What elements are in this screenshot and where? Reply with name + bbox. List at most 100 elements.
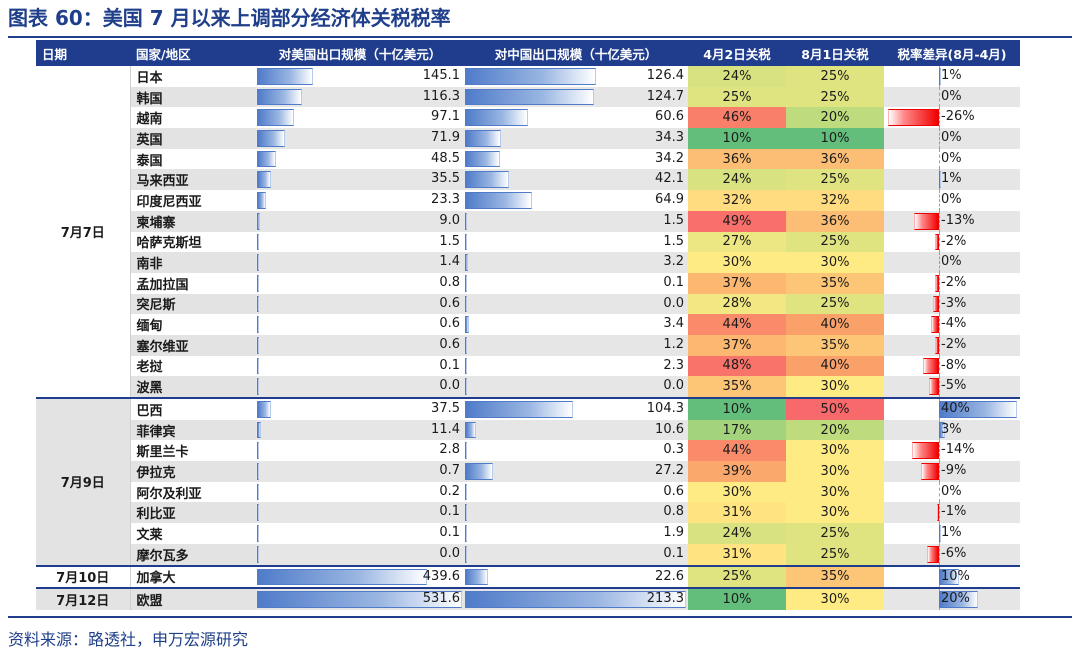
- cn-export-cell: 34.3: [464, 128, 688, 149]
- us-export-bar: [257, 316, 259, 333]
- diff-value: -4%: [941, 316, 967, 332]
- cn-export-cell: 42.1: [464, 169, 688, 191]
- date-cell: 7月10日: [36, 564, 131, 589]
- us-export-value: 37.5: [431, 401, 460, 416]
- tariff-diff-cell: 0%: [884, 252, 1020, 273]
- us-export-bar: [257, 254, 259, 271]
- diff-axis-line: [939, 252, 940, 273]
- us-export-value: 116.3: [422, 88, 460, 104]
- us-export-cell: 1.4: [256, 252, 464, 273]
- april-tariff-cell: 17%: [688, 419, 786, 441]
- tariff-diff-cell: -8%: [884, 355, 1020, 377]
- table-row: 哈萨克斯坦 1.5 1.5 27% 25% -2%: [36, 231, 1020, 253]
- us-export-cell: 0.6: [256, 314, 464, 335]
- tariff-diff-cell: 1%: [884, 523, 1020, 544]
- table-row: 韩国 116.3 124.7 25% 25% 0%: [36, 86, 1020, 108]
- cn-export-cell: 3.4: [464, 314, 688, 335]
- cn-export-cell: 0.1: [464, 543, 688, 566]
- tariff-diff-cell: 40%: [884, 397, 1020, 420]
- table-row: 越南 97.1 60.6 46% 20% -26%: [36, 107, 1020, 129]
- cn-export-bar: [465, 295, 467, 313]
- country-cell: 马来西亚: [130, 169, 256, 191]
- tariff-diff-cell: -4%: [884, 314, 1020, 335]
- april-tariff-cell: 25%: [688, 86, 786, 108]
- diff-value: 1%: [941, 525, 962, 541]
- tariff-diff-cell: 10%: [884, 564, 1020, 589]
- country-cell: 波黑: [130, 376, 256, 398]
- country-cell: 欧盟: [130, 587, 256, 610]
- tariff-diff-cell: 1%: [884, 169, 1020, 191]
- diff-negative-bar: [935, 336, 939, 354]
- diff-axis-line: [939, 543, 940, 565]
- us-export-value: 0.0: [439, 545, 460, 561]
- diff-axis-line: [939, 481, 940, 503]
- cn-export-cell: 0.0: [464, 293, 688, 315]
- april-tariff-cell: 10%: [688, 397, 786, 420]
- cn-export-bar: [465, 568, 489, 586]
- us-export-value: 2.8: [439, 442, 460, 458]
- tariff-diff-cell: 3%: [884, 419, 1020, 441]
- us-export-value: 0.1: [439, 504, 460, 520]
- diff-negative-bar: [921, 463, 939, 480]
- diff-negative-bar: [888, 109, 939, 127]
- august-tariff-cell: 25%: [786, 293, 884, 315]
- table-row: 菲律宾 11.4 10.6 17% 20% 3%: [36, 419, 1020, 441]
- diff-axis-line: [939, 293, 940, 315]
- us-export-value: 439.6: [422, 568, 460, 584]
- august-tariff-cell: 30%: [786, 461, 884, 482]
- april-tariff-cell: 46%: [688, 107, 786, 129]
- country-cell: 加拿大: [130, 564, 256, 589]
- table-row: 塞尔维亚 0.6 1.2 37% 35% -2%: [36, 334, 1020, 356]
- cn-export-bar: [465, 274, 467, 292]
- cn-export-bar: [465, 504, 467, 522]
- header-august-tariff: 8月1日关税: [786, 40, 884, 66]
- country-cell: 塞尔维亚: [130, 334, 256, 356]
- table-row: 马来西亚 35.5 42.1 24% 25% 1%: [36, 169, 1020, 191]
- us-export-cell: 0.2: [256, 481, 464, 503]
- us-export-bar: [257, 568, 427, 586]
- table-row: 伊拉克 0.7 27.2 39% 30% -9%: [36, 461, 1020, 482]
- august-tariff-cell: 10%: [786, 128, 884, 149]
- diff-value: 0%: [941, 483, 962, 499]
- april-tariff-cell: 37%: [688, 272, 786, 294]
- cn-export-cell: 0.8: [464, 502, 688, 524]
- diff-positive-bar: [939, 421, 945, 439]
- us-export-cell: 0.0: [256, 543, 464, 566]
- table-row: 孟加拉国 0.8 0.1 37% 35% -2%: [36, 272, 1020, 294]
- us-export-cell: 0.7: [256, 461, 464, 482]
- diff-value: -2%: [941, 336, 967, 352]
- country-cell: 日本: [130, 66, 256, 87]
- table-row: 7月7日 日本 145.1 126.4 24% 25% 1%: [36, 66, 1020, 398]
- us-export-bar: [257, 130, 285, 147]
- header-cn-exports: 对中国出口规模（十亿美元）: [464, 40, 688, 66]
- cn-export-bar: [465, 88, 595, 106]
- diff-axis-line: [939, 231, 940, 253]
- us-export-bar: [257, 357, 259, 375]
- us-export-value: 11.4: [431, 421, 460, 437]
- cn-export-cell: 0.3: [464, 440, 688, 462]
- cn-export-bar: [465, 212, 467, 230]
- april-tariff-cell: 24%: [688, 169, 786, 191]
- cn-export-bar: [465, 254, 469, 271]
- table-row: 缅甸 0.6 3.4 44% 40% -4%: [36, 314, 1020, 335]
- cn-export-bar: [465, 68, 596, 85]
- tariff-diff-cell: 1%: [884, 66, 1020, 87]
- us-export-cell: 9.0: [256, 210, 464, 232]
- cn-export-value: 22.6: [655, 568, 684, 584]
- cn-export-bar: [465, 357, 468, 375]
- us-export-cell: 0.1: [256, 502, 464, 524]
- diff-negative-bar: [937, 504, 940, 522]
- country-cell: 泰国: [130, 148, 256, 170]
- country-cell: 越南: [130, 107, 256, 129]
- us-export-bar: [257, 295, 259, 313]
- diff-value: -3%: [941, 295, 967, 311]
- us-export-cell: 0.0: [256, 376, 464, 398]
- august-tariff-cell: 40%: [786, 355, 884, 377]
- april-tariff-cell: 24%: [688, 66, 786, 87]
- diff-axis-line: [939, 314, 940, 335]
- cn-export-bar: [465, 525, 467, 542]
- us-export-bar: [257, 233, 259, 251]
- diff-axis-line: [939, 107, 940, 129]
- us-export-cell: 0.1: [256, 355, 464, 377]
- us-export-value: 0.8: [439, 274, 460, 290]
